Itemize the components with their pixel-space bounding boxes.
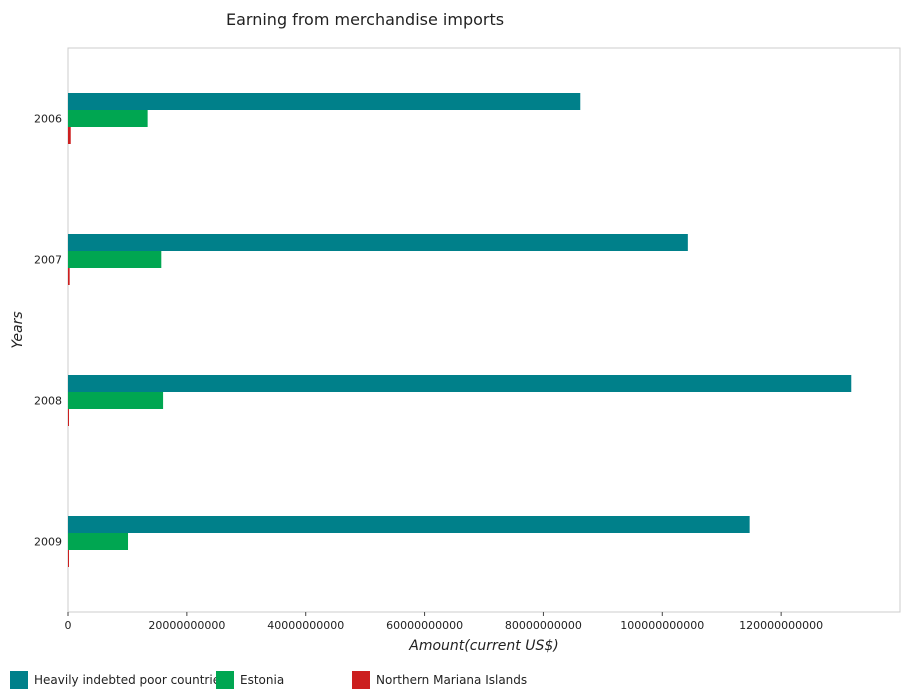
x-tick-label: 40000000000: [267, 619, 344, 632]
bar-estonia-2009: [68, 533, 129, 550]
legend: Heavily indebted poor countries Estonia No…: [10, 671, 527, 689]
bar-heavily-indebted-poor-countries-2009: [68, 516, 750, 533]
bar-estonia-2006: [68, 110, 148, 127]
legend-label-estonia: Estonia: [240, 673, 284, 687]
x-tick-label: 120000000000: [739, 619, 823, 632]
x-tick-label: 100000000000: [620, 619, 704, 632]
y-tick-label-2006: 2006: [34, 113, 62, 126]
bar-estonia-2008: [68, 392, 164, 409]
x-axis-label: Amount(current US$): [408, 638, 559, 654]
bar-northern-mariana-islands-2009: [68, 550, 69, 567]
legend-swatch-estonia: [216, 671, 234, 689]
legend-swatch-northern-mariana-islands: [352, 671, 370, 689]
bar-heavily-indebted-poor-countries-2006: [68, 93, 581, 110]
bar-heavily-indebted-poor-countries-2007: [68, 234, 688, 251]
y-tick-labels: 2006 2007 2008 2009: [34, 113, 62, 549]
bar-heavily-indebted-poor-countries-2008: [68, 375, 852, 392]
bars-group: [68, 93, 852, 567]
bar-northern-mariana-islands-2008: [68, 409, 69, 426]
y-axis-label: Years: [10, 311, 26, 348]
x-tick-label: 80000000000: [505, 619, 582, 632]
legend-label-northern-mariana-islands: Northern Mariana Islands: [376, 673, 527, 687]
legend-swatch-heavily-indebted-poor-countries: [10, 671, 28, 689]
x-tick-labels: 0 20000000000 40000000000 60000000000 800000…: [65, 612, 823, 632]
y-tick-label-2009: 2009: [34, 536, 62, 549]
bar-northern-mariana-islands-2007: [68, 268, 70, 285]
x-tick-label: 20000000000: [148, 619, 225, 632]
bar-estonia-2007: [68, 251, 162, 268]
bar-northern-mariana-islands-2006: [68, 127, 71, 144]
y-tick-label-2008: 2008: [34, 395, 62, 408]
legend-label-heavily-indebted-poor-countries: Heavily indebted poor countries: [34, 673, 226, 687]
plot-frame: [67, 47, 901, 613]
y-tick-label-2007: 2007: [34, 254, 62, 267]
x-tick-label: 0: [65, 619, 72, 632]
chart-title: Earning from merchandise imports: [226, 10, 504, 29]
x-tick-label: 60000000000: [386, 619, 463, 632]
